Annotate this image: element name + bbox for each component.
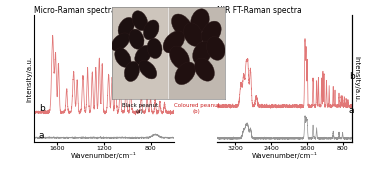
Ellipse shape [124,61,139,82]
Ellipse shape [163,31,185,53]
Ellipse shape [206,36,225,60]
Text: NIR FT-Raman spectra: NIR FT-Raman spectra [217,6,302,15]
Ellipse shape [172,14,192,37]
Ellipse shape [170,46,189,69]
Ellipse shape [135,45,152,64]
Ellipse shape [118,17,135,37]
Ellipse shape [129,29,144,49]
Text: Black peanut
(a): Black peanut (a) [122,103,158,114]
Y-axis label: Intensity/a.u.: Intensity/a.u. [26,56,33,102]
Text: a: a [349,106,354,115]
X-axis label: Wavenumber/cm⁻¹: Wavenumber/cm⁻¹ [71,153,137,160]
Text: a: a [39,131,44,140]
Ellipse shape [115,48,131,67]
Text: Micro-Raman spectra: Micro-Raman spectra [34,6,116,15]
Text: b: b [349,72,355,81]
Ellipse shape [139,60,157,79]
X-axis label: Wavenumber/cm⁻¹: Wavenumber/cm⁻¹ [252,153,317,160]
Ellipse shape [143,20,159,40]
Ellipse shape [184,23,203,46]
Bar [112,7,168,99]
Ellipse shape [111,33,130,51]
Bar [168,7,225,99]
Text: Coloured peanut
(b): Coloured peanut (b) [174,103,220,114]
Text: b: b [39,104,45,113]
Ellipse shape [195,58,214,81]
Ellipse shape [132,11,148,31]
Ellipse shape [191,9,209,33]
Ellipse shape [147,38,162,58]
Ellipse shape [193,41,212,65]
Ellipse shape [201,21,221,44]
Y-axis label: Intensity/a.u.: Intensity/a.u. [353,56,359,102]
Ellipse shape [175,62,195,85]
